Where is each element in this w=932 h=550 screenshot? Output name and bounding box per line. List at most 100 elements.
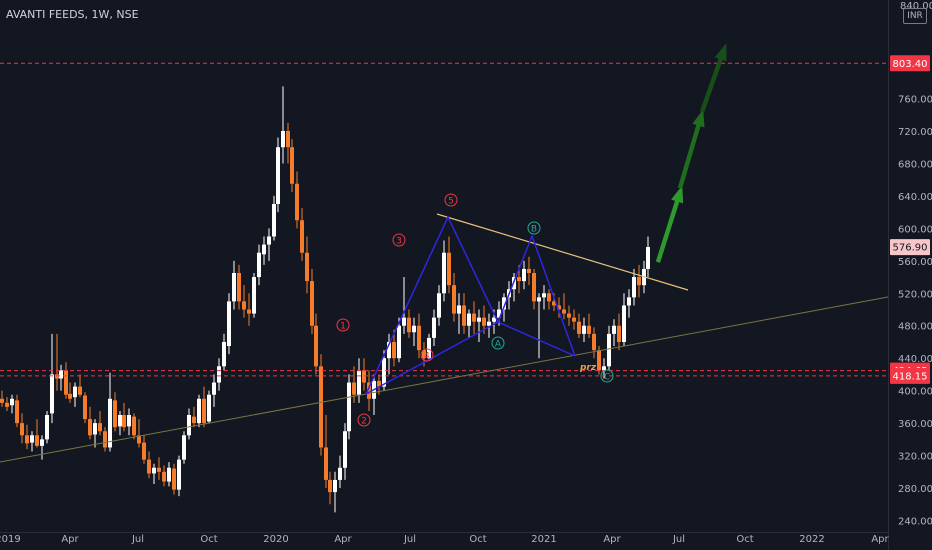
candle-body — [597, 350, 601, 371]
candle — [30, 431, 34, 452]
pattern-point-text: 4 — [424, 352, 430, 362]
x-tick-label: 2021 — [531, 534, 556, 545]
projection-arrow — [699, 43, 727, 113]
candle — [64, 362, 68, 399]
x-tick-label: Jul — [672, 534, 685, 545]
pattern-point-circle — [444, 193, 458, 207]
candle-body — [300, 220, 304, 253]
support-trendline — [0, 296, 889, 463]
candle — [295, 171, 299, 229]
x-tick-label: 2022 — [799, 534, 824, 545]
candle — [127, 408, 131, 436]
candle — [567, 305, 571, 326]
pattern-point-text: B — [531, 225, 537, 235]
y-tick-label: 720.00 — [898, 127, 932, 138]
candle — [212, 374, 216, 407]
candle-body — [197, 398, 201, 424]
candle-body — [382, 358, 386, 387]
candle — [217, 358, 221, 391]
candle-body — [352, 382, 356, 395]
candle — [83, 392, 87, 424]
candle-body — [40, 439, 44, 446]
x-tick-label: 2019 — [0, 534, 21, 545]
candle — [522, 260, 526, 290]
candle-body — [587, 325, 591, 334]
pattern-point-circle — [357, 413, 371, 427]
candle-body — [324, 447, 328, 480]
candle — [167, 462, 171, 487]
candle-body — [83, 395, 87, 420]
candle-body — [108, 398, 112, 448]
candle-body — [272, 204, 276, 237]
candle — [362, 358, 366, 391]
time-axis[interactable]: 2019 Apr Jul Oct 2020 Apr Jul Oct 2021 Apr Jul Oct 2… — [0, 532, 890, 546]
currency-badge[interactable]: INR — [903, 8, 927, 24]
candle-body — [477, 317, 481, 322]
candle-body — [262, 244, 266, 255]
level-price-label: 803.40 — [890, 55, 930, 72]
price-label-text: 418.15 — [893, 371, 928, 382]
candle — [392, 329, 396, 367]
candle-body — [582, 325, 586, 334]
candle — [646, 236, 650, 278]
candle — [572, 309, 576, 330]
candle — [68, 382, 72, 403]
pattern-point-circle — [336, 318, 350, 332]
candle — [242, 285, 246, 318]
candle — [197, 394, 201, 428]
candle-body — [432, 317, 436, 338]
price-label-bg — [890, 239, 930, 256]
candle-body — [50, 374, 54, 414]
candle — [617, 313, 621, 351]
candle-body — [637, 277, 641, 286]
candle — [177, 455, 181, 497]
candle — [20, 413, 24, 444]
candle — [50, 333, 54, 424]
candle — [622, 293, 626, 347]
candle — [324, 415, 328, 489]
candle — [25, 424, 29, 450]
pattern-point-label: 1 — [336, 318, 350, 332]
candle — [338, 455, 342, 489]
candle — [59, 364, 63, 391]
candle-body — [577, 321, 581, 334]
candle-body — [177, 459, 181, 490]
candle-body — [310, 281, 314, 326]
candle-body — [567, 313, 571, 318]
candle — [627, 289, 631, 318]
candle-body — [187, 415, 191, 436]
candle — [5, 397, 9, 411]
pattern-point-text: 5 — [448, 197, 454, 207]
candle — [157, 457, 161, 480]
candle-body — [15, 400, 19, 424]
candle — [35, 419, 39, 448]
candle-body — [147, 459, 151, 474]
symbol-title[interactable]: AVANTI FEEDS, 1W, NSE — [6, 8, 139, 21]
y-tick-label: 680.00 — [898, 159, 932, 170]
candle-body — [132, 416, 136, 436]
candle-body — [252, 277, 256, 314]
pattern-base-line — [497, 321, 576, 357]
candle-body — [442, 252, 446, 294]
candle — [108, 372, 112, 452]
candle-body — [286, 130, 290, 148]
candle — [547, 289, 551, 310]
candle — [182, 431, 186, 464]
candle-body — [227, 301, 231, 347]
candle — [632, 268, 636, 306]
candle-body — [343, 431, 347, 468]
y-tick-label: 560.00 — [898, 257, 932, 268]
pattern-point-circle — [392, 233, 406, 247]
candle-body — [607, 333, 611, 367]
candle — [172, 463, 176, 495]
candle-body — [152, 467, 156, 474]
price-axis[interactable]: 240.00 280.00 320.00 360.00 400.00 440.00 480.… — [888, 0, 932, 550]
candle — [387, 333, 391, 375]
candle — [347, 374, 351, 440]
x-tick-label: Apr — [334, 534, 352, 545]
candle — [55, 333, 59, 391]
candle — [276, 137, 280, 213]
candle-body — [422, 350, 426, 359]
